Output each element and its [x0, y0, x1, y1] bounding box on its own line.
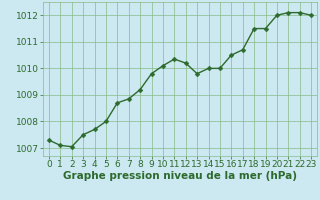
- X-axis label: Graphe pression niveau de la mer (hPa): Graphe pression niveau de la mer (hPa): [63, 171, 297, 181]
